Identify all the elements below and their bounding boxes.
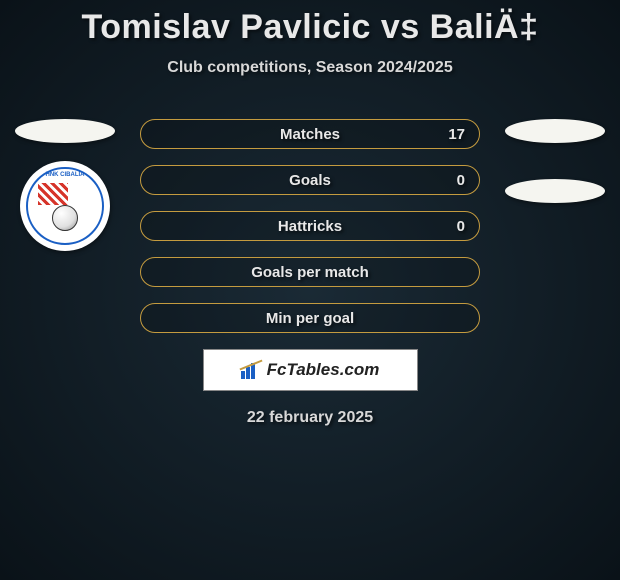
stat-row-hattricks: Hattricks 0 — [140, 211, 480, 241]
stat-right-value: 0 — [457, 172, 465, 189]
right-player-badge-placeholder-2 — [505, 179, 605, 203]
club-logo-ring: HNK CIBALIA — [26, 167, 104, 245]
left-player-badge-placeholder — [15, 119, 115, 143]
right-player-badge-placeholder-1 — [505, 119, 605, 143]
page-subtitle: Club competitions, Season 2024/2025 — [0, 59, 620, 77]
club-logo-stripes — [38, 183, 68, 205]
page-title: Tomislav Pavlicic vs BaliÄ‡ — [0, 0, 620, 47]
soccer-ball-icon — [52, 205, 78, 231]
stat-label: Goals — [289, 172, 331, 189]
stat-label: Matches — [280, 126, 340, 143]
fctables-brand-text: FcTables.com — [267, 360, 380, 380]
date-label: 22 february 2025 — [0, 409, 620, 427]
stats-rows: Matches 17 Goals 0 Hattricks 0 Goals per… — [140, 119, 480, 333]
stat-label: Goals per match — [251, 264, 369, 281]
club-logo-text: HNK CIBALIA — [28, 172, 102, 178]
stat-right-value: 17 — [448, 126, 465, 143]
fctables-logo: FcTables.com — [241, 360, 380, 380]
right-player-column — [500, 119, 610, 211]
stat-label: Hattricks — [278, 218, 342, 235]
stat-row-goals-per-match: Goals per match — [140, 257, 480, 287]
stats-comparison: HNK CIBALIA Matches 17 Goals 0 Hattricks… — [0, 119, 620, 333]
left-club-logo: HNK CIBALIA — [20, 161, 110, 251]
stat-right-value: 0 — [457, 218, 465, 235]
stat-row-matches: Matches 17 — [140, 119, 480, 149]
left-player-column: HNK CIBALIA — [10, 119, 120, 251]
stat-row-goals: Goals 0 — [140, 165, 480, 195]
stat-row-min-per-goal: Min per goal — [140, 303, 480, 333]
fctables-branding[interactable]: FcTables.com — [203, 349, 418, 391]
bar-chart-icon — [241, 361, 263, 379]
stat-label: Min per goal — [266, 310, 354, 327]
